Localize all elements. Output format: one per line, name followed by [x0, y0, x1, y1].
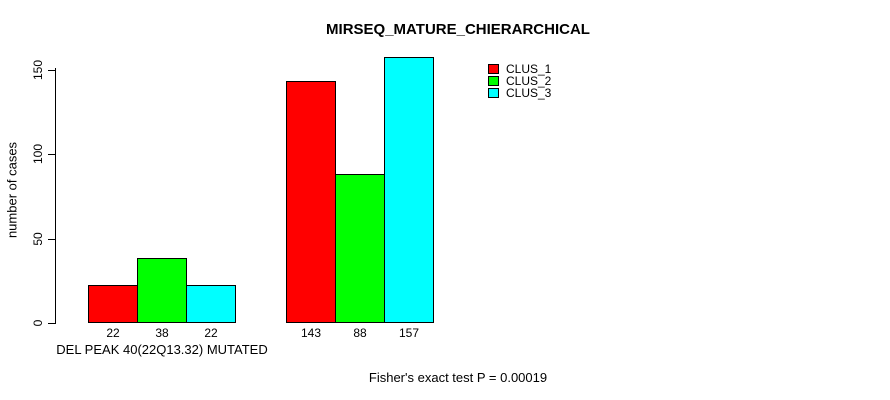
legend-label-clus3: CLUS_3: [506, 86, 552, 100]
bar-clus_1-group2: 143: [286, 81, 336, 340]
y-tick-label: 100: [31, 143, 45, 165]
y-tick-mark: [48, 70, 56, 71]
bar-value-label: 157: [398, 326, 420, 340]
fisher-test-annotation: Fisher's exact test P = 0.00019: [368, 370, 548, 385]
x-axis-group-label: DEL PEAK 40(22Q13.32) MUTATED: [56, 342, 268, 357]
y-axis-label: number of cases: [4, 141, 20, 239]
clus2-swatch-icon: [488, 76, 499, 86]
y-tick-mark: [48, 239, 56, 240]
clus3-swatch-icon: [488, 88, 499, 98]
bar-value-label: 88: [353, 326, 367, 340]
legend-item-clus3: CLUS_3: [488, 86, 552, 100]
bar-clus_2-group2: 88: [335, 174, 385, 340]
bar-clus_3-group1: 22: [186, 285, 236, 340]
legend: CLUS_1 CLUS_2 CLUS_3: [488, 62, 552, 100]
legend-item-clus2: CLUS_2: [488, 74, 552, 88]
legend-label-clus1: CLUS_1: [506, 62, 552, 76]
legend-label-clus2: CLUS_2: [506, 74, 552, 88]
legend-item-clus1: CLUS_1: [488, 62, 552, 76]
y-axis-line: [55, 68, 56, 323]
bar-value-label: 38: [155, 326, 169, 340]
y-tick-label: 0: [31, 319, 45, 327]
y-tick-label: 150: [31, 59, 45, 81]
bar-clus_2-group1: 38: [137, 258, 187, 340]
y-tick-mark: [48, 154, 56, 155]
bar-clus_3-group2: 157: [384, 57, 434, 340]
clus1-swatch-icon: [488, 64, 499, 74]
bar-group-mutated: 22 38 22: [88, 258, 236, 340]
chart-title: MIRSEQ_MATURE_CHIERARCHICAL: [326, 21, 590, 38]
bar-value-label: 22: [106, 326, 120, 340]
bar-value-label: 143: [300, 326, 322, 340]
y-tick-mark: [48, 323, 56, 324]
bar-clus_1-group1: 22: [88, 285, 138, 340]
bar-group-2: 143 88 157: [286, 57, 434, 340]
bar-value-label: 22: [204, 326, 218, 340]
y-tick-label: 50: [31, 232, 45, 246]
